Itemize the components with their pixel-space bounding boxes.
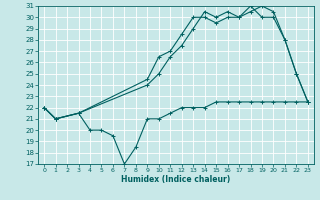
X-axis label: Humidex (Indice chaleur): Humidex (Indice chaleur)	[121, 175, 231, 184]
